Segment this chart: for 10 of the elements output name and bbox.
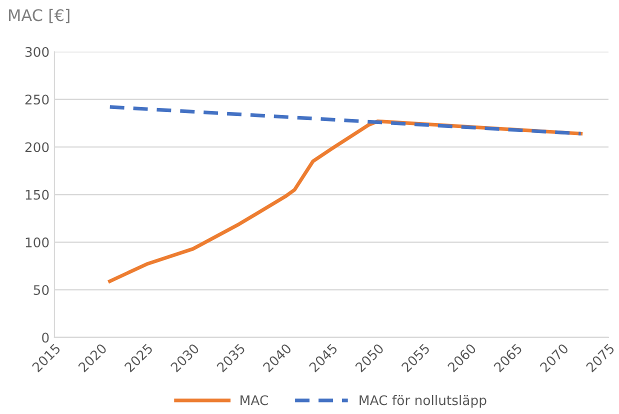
y-tick-label: 250 xyxy=(25,94,49,105)
y-tick-label: 0 xyxy=(42,332,49,343)
y-tick-label: 200 xyxy=(25,142,49,152)
y-tick-label: 150 xyxy=(26,190,49,200)
y-axis-title: MAC [€] xyxy=(8,8,70,24)
y-tick-label: 300 xyxy=(25,46,49,57)
y-tick-label: 50 xyxy=(34,285,49,295)
legend-label: MAC xyxy=(240,395,268,406)
y-tick-label: 100 xyxy=(26,237,49,248)
legend-label: MAC för nollutsläpp xyxy=(360,394,486,408)
